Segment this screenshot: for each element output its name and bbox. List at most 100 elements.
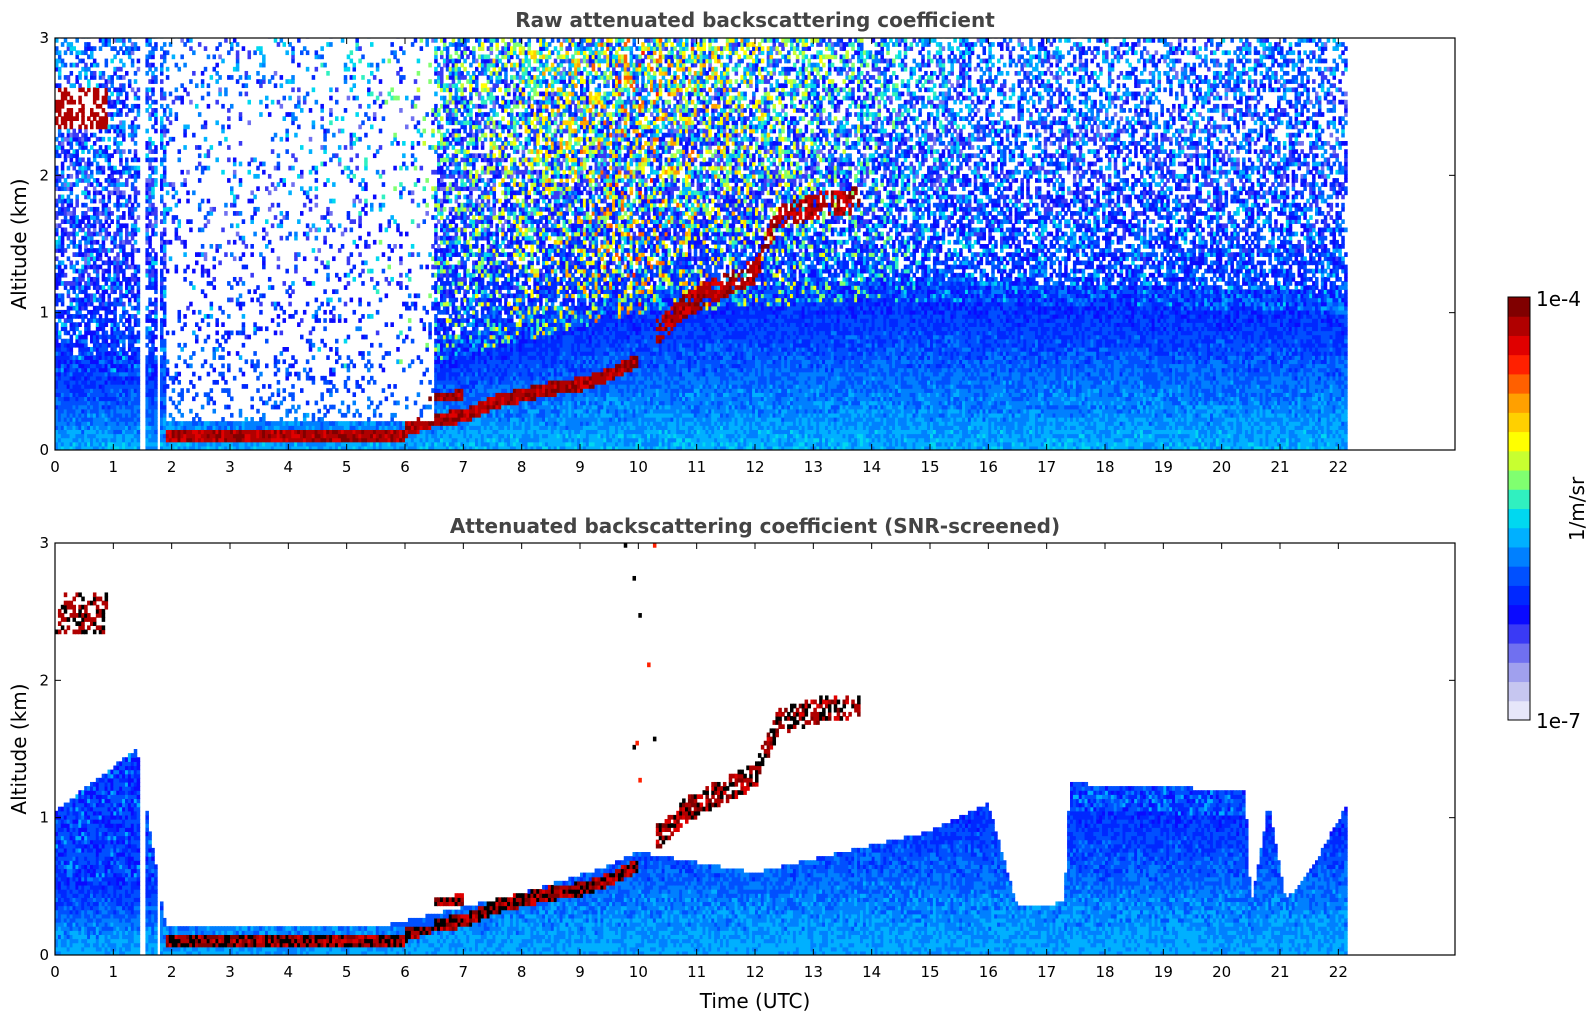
heatmap-cell: [136, 379, 141, 385]
heatmap-cell: [250, 157, 254, 163]
heatmap-cell: [282, 396, 287, 402]
heatmap-cell: [174, 95, 179, 101]
heatmap-cell: [75, 75, 79, 80]
heatmap-cell: [349, 268, 354, 274]
heatmap-cell: [200, 425, 205, 430]
heatmap-cell: [92, 268, 97, 274]
heatmap-cell: [326, 388, 330, 393]
heatmap-cell: [154, 388, 158, 393]
heatmap-cell: [320, 396, 324, 402]
heatmap-cell: [168, 112, 173, 117]
heatmap-cell: [69, 342, 74, 348]
heatmap-cell: [84, 190, 88, 196]
heatmap-cell: [122, 252, 126, 257]
heatmap-cell: [122, 244, 126, 249]
heatmap-cell: [66, 116, 71, 121]
heatmap-cell: [116, 371, 120, 377]
heatmap-cell: [361, 433, 365, 439]
heatmap-cell: [63, 351, 68, 356]
heatmap-cell: [337, 145, 342, 150]
heatmap-cell: [104, 276, 109, 282]
heatmap-cell: [116, 38, 120, 43]
heatmap-cell: [60, 268, 65, 274]
heatmap-cell: [107, 285, 112, 290]
heatmap-cell: [81, 351, 85, 356]
heatmap-cell: [300, 318, 304, 323]
heatmap-cell: [343, 108, 348, 113]
heatmap-cell: [440, 396, 444, 402]
heatmap-cell: [104, 379, 109, 385]
heatmap-cell: [247, 289, 252, 295]
heatmap-cell: [235, 445, 240, 450]
heatmap-cell: [168, 239, 173, 245]
top-heatmap: [55, 38, 1348, 450]
heatmap-cell: [148, 384, 152, 389]
heatmap-cell: [323, 441, 327, 447]
heatmap-cell: [127, 388, 132, 393]
heatmap-cell: [151, 248, 155, 253]
heatmap-cell: [288, 301, 292, 307]
heatmap-cell: [116, 433, 120, 439]
heatmap-cell: [148, 239, 152, 245]
heatmap-cell: [104, 153, 109, 159]
heatmap-cell: [60, 120, 65, 126]
heatmap-cell: [335, 388, 339, 393]
heatmap-cell: [177, 371, 182, 377]
heatmap-cell: [116, 108, 120, 113]
heatmap-cell: [122, 351, 126, 356]
heatmap-cell: [69, 445, 74, 450]
heatmap-cell: [323, 239, 327, 245]
heatmap-cell: [127, 433, 132, 439]
heatmap-cell: [75, 198, 79, 204]
heatmap-cell: [451, 293, 456, 299]
heatmap-cell: [340, 441, 345, 447]
heatmap-cell: [174, 404, 179, 410]
heatmap-cell: [215, 437, 219, 443]
heatmap-cell: [84, 178, 88, 183]
heatmap-cell: [393, 433, 397, 439]
heatmap-cell: [75, 375, 79, 381]
heatmap-cell: [262, 161, 266, 167]
heatmap-cell: [440, 363, 444, 369]
heatmap-cell: [151, 264, 155, 270]
heatmap-cell: [81, 363, 85, 369]
heatmap-cell: [81, 211, 85, 216]
heatmap-cell: [72, 297, 77, 303]
heatmap-cell: [57, 379, 62, 385]
heatmap-cell: [399, 437, 403, 443]
heatmap-cell: [66, 429, 71, 435]
heatmap-cell: [160, 116, 164, 121]
heatmap-cell: [227, 334, 231, 340]
heatmap-cell: [66, 206, 71, 212]
heatmap-cell: [60, 211, 65, 216]
heatmap-cell: [125, 91, 129, 97]
heatmap-cell: [95, 206, 100, 212]
heatmap-cell: [253, 326, 257, 332]
heatmap-cell: [308, 421, 313, 426]
heatmap-cell: [244, 437, 249, 443]
heatmap-cell: [107, 408, 112, 414]
heatmap-cell: [372, 153, 377, 159]
heatmap-cell: [197, 206, 202, 212]
heatmap-cell: [78, 75, 82, 80]
heatmap-cell: [183, 244, 187, 249]
heatmap-cell: [69, 351, 74, 356]
heatmap-cell: [60, 281, 65, 286]
heatmap-cell: [127, 326, 132, 332]
heatmap-cell: [448, 87, 453, 93]
heatmap-cell: [399, 66, 403, 72]
heatmap-cell: [136, 108, 141, 113]
heatmap-cell: [55, 375, 59, 381]
heatmap-cell: [130, 314, 135, 319]
heatmap-cell: [66, 445, 71, 450]
heatmap-cell: [69, 281, 74, 286]
heatmap-cell: [267, 190, 272, 196]
heatmap-cell: [145, 198, 149, 204]
heatmap-cell: [160, 441, 164, 447]
heatmap-cell: [130, 276, 135, 282]
heatmap-cell: [133, 355, 138, 360]
heatmap-cell: [241, 235, 246, 241]
heatmap-cell: [136, 58, 141, 64]
heatmap-cell: [305, 281, 310, 286]
heatmap-cell: [162, 54, 167, 60]
